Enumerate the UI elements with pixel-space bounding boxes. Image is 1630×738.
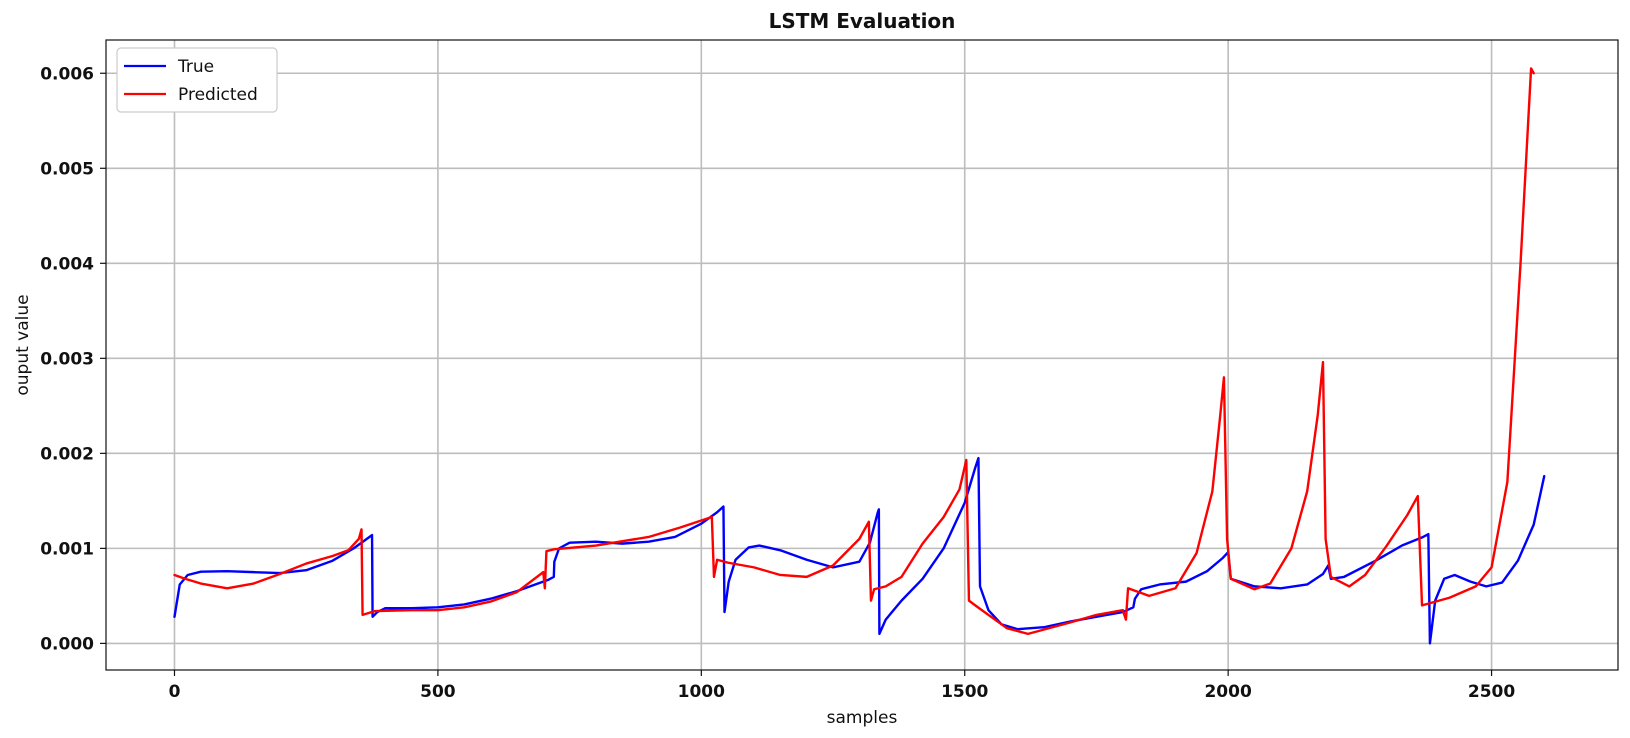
legend: True Predicted <box>116 47 278 113</box>
chart-title: LSTM Evaluation <box>769 9 956 33</box>
axes: 0 500 1000 1500 2000 2500 0.000 0.001 0.002 0.003… <box>40 64 1515 702</box>
series-lines <box>173 67 1546 645</box>
x-tick-label: 2500 <box>1468 682 1515 702</box>
x-tick-label: 1500 <box>941 682 988 702</box>
x-tick-label: 1000 <box>678 682 725 702</box>
series-line-predicted <box>173 67 1535 636</box>
y-axis-label: ouput value <box>13 294 33 395</box>
x-tick-label: 500 <box>420 682 456 702</box>
x-tick-label: 0 <box>169 682 181 702</box>
y-tick-label: 0.004 <box>40 254 94 274</box>
x-axis-label: samples <box>827 708 898 728</box>
y-tick-label: 0.003 <box>40 349 94 369</box>
legend-box <box>116 47 278 113</box>
plot-frame <box>105 39 1619 671</box>
y-tick-label: 0.005 <box>40 159 94 179</box>
y-tick-label: 0.002 <box>40 444 94 464</box>
grid <box>106 40 1618 670</box>
series-line-true <box>173 456 1546 645</box>
y-tick-label: 0.000 <box>40 634 94 654</box>
y-tick-label: 0.006 <box>40 64 94 84</box>
x-tick-label: 2000 <box>1204 682 1251 702</box>
y-tick-label: 0.001 <box>40 539 94 559</box>
legend-predicted-label: Predicted <box>178 85 258 105</box>
legend-true-label: True <box>177 57 214 77</box>
